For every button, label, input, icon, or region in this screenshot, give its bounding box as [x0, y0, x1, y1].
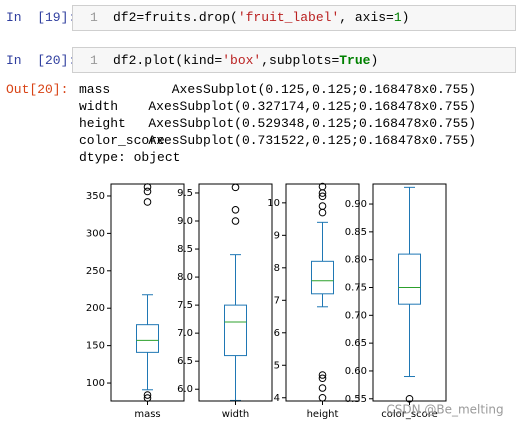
code-token: 'fruit_label': [237, 10, 340, 25]
code-token: ): [401, 10, 410, 25]
box: [224, 304, 247, 357]
y-tick-label: 0.70: [345, 310, 367, 321]
y-tick-label: 250: [86, 266, 105, 277]
y-tick-label: 4: [274, 393, 280, 404]
x-tick-label: color_score: [381, 409, 438, 420]
y-tick-label: 150: [86, 341, 105, 352]
y-tick-label: 7.0: [177, 328, 193, 339]
y-tick-label: 100: [86, 378, 105, 389]
y-tick-label: 0.55: [345, 394, 367, 405]
output-name: width: [79, 99, 119, 114]
flier: [143, 198, 152, 206]
cell-input[interactable]: [72, 47, 516, 73]
output-value: AxesSubplot(0.327174,0.125;0.168478x0.75…: [148, 99, 476, 114]
flier: [231, 205, 240, 214]
code-token: ): [370, 53, 379, 68]
y-tick-label: 0.90: [345, 199, 367, 210]
y-tick-label: 350: [86, 191, 105, 202]
code-token: df2=fruits.drop(: [113, 10, 238, 25]
y-tick-label: 9.0: [177, 216, 193, 227]
output-name: height: [79, 116, 126, 131]
flier: [318, 393, 327, 402]
output-name: color_score: [79, 133, 165, 148]
box: [136, 324, 159, 353]
code-token: , axis=: [339, 10, 394, 25]
y-tick-label: 7.5: [177, 300, 193, 311]
flier: [318, 384, 327, 392]
prompt: In [19]:: [6, 10, 77, 25]
out-prompt: Out[20]:: [6, 82, 69, 97]
output-value: AxesSubplot(0.731522,0.125;0.168478x0.75…: [148, 133, 476, 148]
flier: [318, 192, 327, 201]
flier: [318, 189, 327, 197]
y-tick-label: 0.75: [345, 282, 367, 293]
y-tick-label: 9.5: [177, 188, 193, 199]
flier: [318, 374, 327, 383]
y-tick-label: 0.80: [345, 255, 367, 266]
y-tick-label: 0.65: [345, 338, 367, 349]
y-tick-label: 7: [274, 295, 280, 306]
cell-input[interactable]: [72, 5, 516, 31]
flier: [318, 202, 327, 210]
y-tick-label: 0.85: [345, 227, 367, 238]
output-name: mass: [79, 82, 111, 97]
y-tick-label: 8.0: [177, 272, 193, 283]
watermark: CSDN @Be_melting: [386, 403, 503, 417]
flier: [143, 391, 152, 399]
output-dtype: dtype: object: [79, 150, 181, 165]
output-value: AxesSubplot(0.125,0.125;0.168478x0.755): [171, 82, 476, 97]
y-tick-label: 5: [274, 360, 280, 371]
code-token: df2.plot(kind=: [113, 53, 223, 68]
y-tick-label: 0.60: [345, 366, 367, 377]
y-tick-label: 10: [267, 198, 280, 209]
x-tick-label: mass: [134, 409, 160, 420]
code: df2=fruits.drop('fruit_label', axis=1): [113, 10, 409, 25]
code-token: ,subplots=: [261, 53, 340, 68]
code-token: 1: [393, 10, 402, 25]
x-tick-label: width: [222, 409, 250, 420]
code-token: True: [339, 53, 371, 68]
flier: [318, 208, 327, 217]
flier: [231, 183, 240, 192]
flier: [143, 187, 152, 196]
box: [311, 260, 334, 295]
y-tick-label: 6.5: [177, 356, 193, 367]
line-number: 1: [90, 10, 98, 25]
y-tick-label: 9: [274, 230, 280, 241]
code-token: 'box': [222, 53, 262, 68]
y-tick-label: 6: [274, 328, 280, 339]
flier: [231, 217, 240, 225]
flier: [318, 371, 327, 379]
line-number: 1: [90, 53, 98, 68]
y-tick-label: 8: [274, 263, 280, 274]
box: [398, 253, 421, 305]
y-tick-label: 300: [86, 228, 105, 239]
x-tick-label: height: [307, 409, 339, 420]
prompt: In [20]:: [6, 53, 77, 68]
y-tick-label: 8.5: [177, 244, 193, 255]
y-tick-label: 6.0: [177, 384, 193, 395]
output-value: AxesSubplot(0.529348,0.125;0.168478x0.75…: [148, 116, 476, 131]
y-tick-label: 200: [86, 303, 105, 314]
code: df2.plot(kind='box',subplots=True): [113, 53, 378, 68]
